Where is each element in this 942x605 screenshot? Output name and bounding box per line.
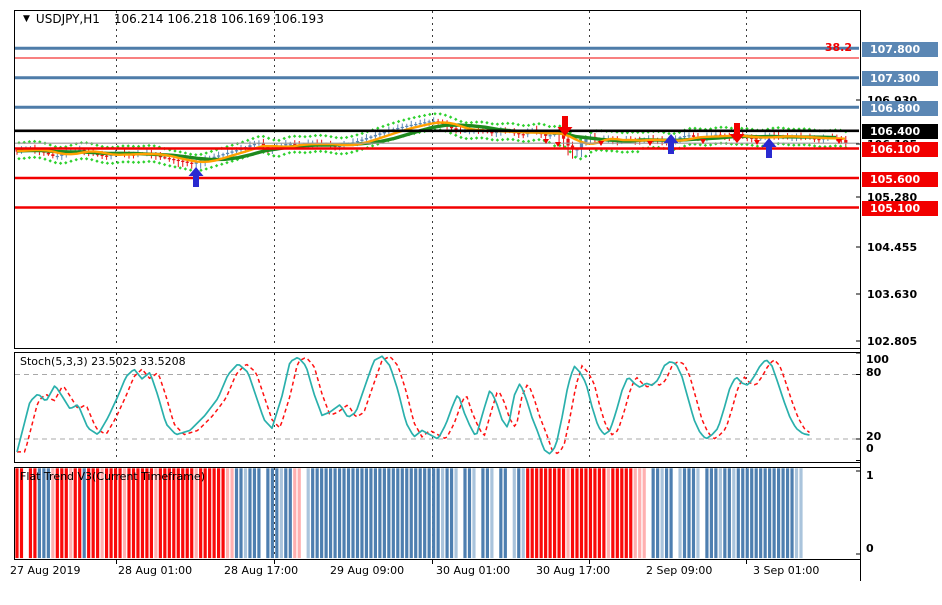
price-tick-label: 104.455	[867, 241, 918, 254]
symbol-timeframe-label: USDJPY,H1	[35, 12, 100, 26]
stoch-axis-label: 100	[866, 353, 889, 366]
price-level-badge: 105.100	[862, 200, 938, 216]
fibonacci-level-label: 38.2	[824, 41, 852, 54]
time-axis-label: 28 Aug 01:00	[118, 564, 193, 577]
flat-trend-axis-label: 1	[866, 469, 874, 482]
stoch-axis-label: 20	[866, 430, 882, 443]
chart-title: ▼ USDJPY,H1 106.214 106.218 106.169 106.…	[23, 12, 324, 26]
symbol-dropdown-icon[interactable]: ▼	[23, 14, 30, 24]
time-axis-label: 30 Aug 17:00	[536, 564, 611, 577]
price-level-badge: 107.300	[862, 70, 938, 86]
time-axis-label: 27 Aug 2019	[10, 564, 81, 577]
time-axis-label: 29 Aug 09:00	[330, 564, 405, 577]
stoch-axis-label: 0	[866, 442, 874, 455]
stoch-axis-label: 80	[866, 366, 882, 379]
flat-trend-axis-label: 0	[866, 542, 874, 555]
time-axis-label: 28 Aug 17:00	[224, 564, 299, 577]
price-level-badge: 107.800	[862, 41, 938, 57]
time-axis-label: 3 Sep 01:00	[753, 564, 820, 577]
time-axis-label: 30 Aug 01:00	[436, 564, 511, 577]
price-tick-label: 102.805	[867, 335, 918, 348]
price-level-badge: 106.100	[862, 141, 938, 157]
stochastic-indicator-label: Stoch(5,3,3) 23.5023 33.5208	[20, 355, 186, 368]
time-axis-label: 2 Sep 09:00	[646, 564, 713, 577]
price-tick-label: 103.630	[867, 288, 918, 301]
flat-trend-indicator-label: Flat Trend V3(Current Timeframe)	[20, 470, 205, 483]
price-level-badge: 105.600	[862, 171, 938, 187]
price-level-badge: 106.800	[862, 100, 938, 116]
price-level-badge: 106.400	[862, 123, 938, 139]
ohlc-values: 106.214 106.218 106.169 106.193	[113, 12, 324, 26]
